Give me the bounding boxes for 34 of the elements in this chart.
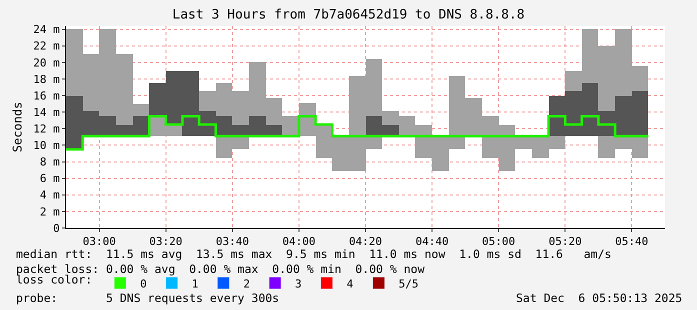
x-tick-label: 04:20 [348, 235, 382, 248]
legend-label: 5/5 [398, 277, 419, 290]
y-tick-label: 14 m [33, 106, 60, 119]
x-tick-label: 04:00 [282, 235, 316, 248]
legend-label: 3 [295, 277, 302, 290]
chart-title: Last 3 Hours from 7b7a06452d19 to DNS 8.8.8.8 [172, 8, 525, 23]
text: packet loss: 0.00 % avg 0.00 % max 0.00 % min 0.00 % now [16, 262, 425, 276]
y-tick-label: 12 m [33, 122, 60, 136]
x-tick-label: 05:20 [548, 235, 582, 248]
x-tick-label: 03:00 [82, 235, 116, 248]
text: median rtt: 11.5 ms avg 13.5 ms max 9.5 ms min 11.0 ms now 1.0 ms sd 11.6 am/s [16, 247, 612, 261]
y-tick-label: 18 m [33, 72, 60, 86]
text: probe: 5 DNS requests every 300s [16, 291, 280, 305]
legend-label: 2 [243, 277, 250, 290]
y-tick-label: 16 m [33, 89, 60, 102]
y-axis-title: Seconds [10, 102, 25, 152]
y-tick-label: 4 m [40, 188, 60, 202]
legend-label: 4 [346, 277, 354, 290]
y-tick-label: 2 m [40, 205, 60, 218]
y-tick-label: 10 m [33, 139, 60, 152]
y-tick-label: 6 m [40, 172, 60, 186]
y-tick-label: 20 m [33, 56, 60, 70]
y-tick-label: 0 [53, 222, 60, 235]
legend-label: 0 [140, 277, 147, 290]
text: Sat Dec 6 05:50:13 2025 [516, 291, 682, 305]
y-tick-label: 22 m [33, 40, 60, 53]
x-tick-label: 03:20 [149, 235, 182, 248]
x-tick-label: 03:40 [216, 235, 249, 248]
legend-label: 1 [192, 277, 198, 290]
y-tick-label: 24 m [33, 23, 60, 36]
x-tick-label: 04:40 [415, 235, 449, 248]
x-tick-label: 05:00 [482, 235, 516, 248]
x-tick-label: 05:40 [615, 235, 648, 248]
y-tick-label: 8 m [40, 156, 60, 169]
